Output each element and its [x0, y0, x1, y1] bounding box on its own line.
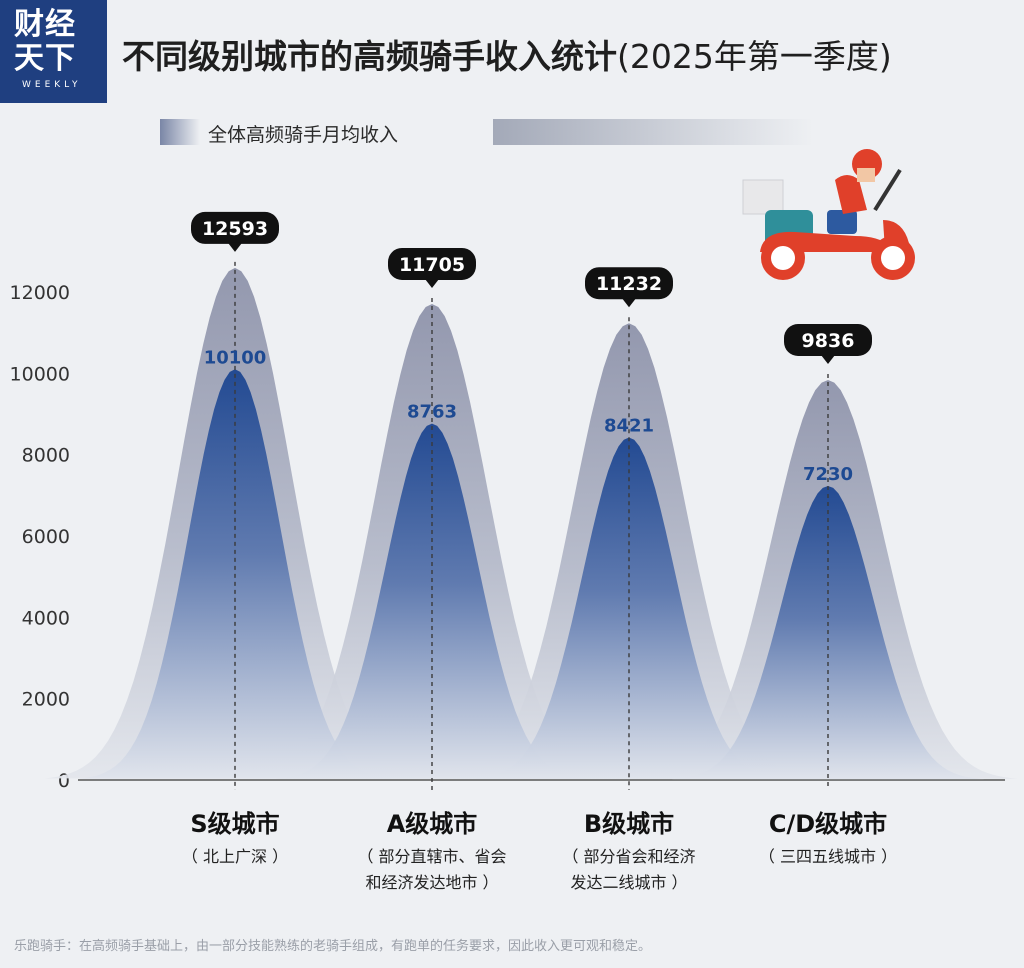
chart-title-main: 不同级别城市的高频骑手收入统计: [122, 37, 617, 76]
value-badge-pointer: [622, 298, 636, 308]
y-tick-label: 2000: [22, 689, 70, 711]
value-badge: [585, 267, 673, 300]
y-tick-label: 10000: [10, 363, 70, 385]
brand-logo: 财经 天下 WEEKLY: [0, 0, 107, 103]
y-tick-label: 8000: [22, 445, 70, 467]
outer-value-label: 11705: [399, 254, 465, 276]
inner-value-label: 7230: [803, 464, 853, 485]
category-label: B级城市: [584, 810, 674, 838]
chart-title: 不同级别城市的高频骑手收入统计(2025年第一季度): [122, 30, 892, 78]
y-tick-label: 0: [58, 770, 70, 792]
category-note: 和经济发达地市 ）: [365, 873, 498, 892]
y-tick-label: 4000: [22, 607, 70, 629]
legend-bar-left: [160, 119, 200, 145]
inner-value-label: 8763: [407, 402, 457, 423]
legend-bar-right: [493, 119, 813, 145]
inner-value-label: 10100: [204, 347, 267, 368]
delivery-scooter-illustration: [742, 149, 915, 280]
value-badge-pointer: [821, 355, 835, 365]
y-tick-label: 12000: [10, 282, 70, 304]
inner-curve: [275, 423, 589, 779]
category-label: S级城市: [190, 810, 279, 838]
footnote: 乐跑骑手：在高频骑手基础上，由一部分技能熟练的老骑手组成，有跑单的任务要求，因此…: [14, 939, 652, 954]
category-note: 发达二线城市 ）: [570, 873, 687, 892]
value-badge: [784, 324, 872, 357]
value-badge-pointer: [228, 242, 242, 252]
category-note: （ 三四五线城市 ）: [759, 847, 897, 866]
category-label: A级城市: [387, 810, 478, 838]
value-badge-pointer: [425, 278, 439, 288]
logo-line-3: WEEKLY: [22, 80, 82, 90]
logo-line-2: 天下: [14, 41, 76, 76]
category-note: （ 部分省会和经济: [562, 847, 695, 866]
chart-title-suffix: (2025年第一季度): [617, 37, 892, 76]
outer-value-label: 12593: [202, 218, 268, 240]
y-tick-label: 6000: [22, 526, 70, 548]
legend: 全体高频骑手月均收入: [160, 116, 813, 146]
outer-value-label: 9836: [802, 330, 855, 352]
value-badge: [388, 247, 476, 280]
inner-value-label: 8421: [604, 416, 654, 437]
legend-label: 全体高频骑手月均收入: [208, 124, 399, 146]
outer-value-label: 11232: [596, 273, 662, 295]
category-label: C/D级城市: [769, 810, 887, 838]
category-note: （ 北上广深 ）: [182, 847, 288, 866]
logo-line-1: 财经: [14, 7, 76, 42]
value-badge: [191, 211, 279, 244]
category-note: （ 部分直辖市、省会: [357, 847, 506, 866]
